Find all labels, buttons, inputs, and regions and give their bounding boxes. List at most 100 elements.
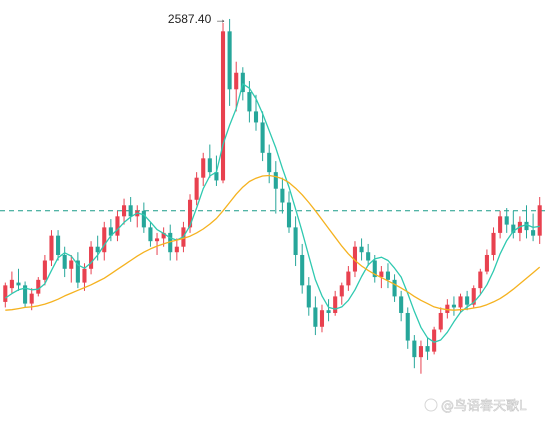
candle-body — [42, 260, 47, 280]
high-price-label: 2587.40 → — [168, 12, 227, 26]
candle-body — [478, 271, 483, 289]
candle-body — [359, 246, 364, 253]
candle — [300, 243, 305, 294]
candle-body — [445, 304, 450, 313]
candle — [280, 177, 285, 214]
candle-body — [161, 232, 166, 239]
candle — [478, 268, 483, 294]
candle-body — [49, 235, 54, 261]
candle — [16, 268, 21, 291]
candle-body — [405, 312, 410, 341]
candle-body — [313, 307, 318, 327]
candle — [366, 243, 371, 267]
candle-body — [154, 238, 160, 242]
candle — [253, 94, 259, 131]
candle — [135, 205, 140, 228]
candle-body — [220, 31, 226, 181]
candle — [537, 197, 542, 244]
candle-body — [326, 310, 331, 313]
candle — [491, 227, 496, 261]
candle — [484, 249, 489, 275]
candle — [69, 254, 74, 283]
label-layer: 2587.40 → — [168, 12, 227, 26]
candle — [517, 216, 522, 242]
candle-body — [194, 177, 199, 200]
candle — [392, 274, 397, 302]
candle-body — [379, 271, 384, 278]
candle — [122, 198, 127, 225]
moving-average-layer — [4, 83, 541, 343]
candle-body — [16, 282, 21, 286]
candle-body — [458, 296, 463, 308]
candle-body — [82, 268, 87, 283]
candle-body — [260, 122, 265, 153]
candle-body — [319, 310, 325, 327]
candle — [260, 111, 265, 162]
candle-body — [498, 216, 503, 233]
candle-body — [504, 216, 509, 225]
candle — [425, 337, 430, 360]
candle-body — [432, 329, 437, 352]
candle-body — [207, 158, 212, 173]
candle — [418, 340, 423, 374]
candle — [207, 144, 212, 178]
candle-body — [36, 279, 41, 294]
candle-body — [418, 346, 423, 358]
candle — [102, 221, 107, 261]
candle-body — [23, 285, 28, 304]
candle — [108, 219, 113, 242]
candle-body — [247, 92, 252, 112]
candle-body — [201, 158, 206, 178]
candle-body — [62, 254, 67, 269]
candle — [220, 23, 226, 184]
candle-body — [471, 288, 476, 305]
candle-body — [3, 285, 8, 302]
candle — [49, 230, 54, 267]
candle-body — [214, 172, 219, 181]
candle — [451, 296, 456, 316]
candles-layer — [3, 18, 542, 374]
candle-body — [240, 72, 245, 93]
candle — [148, 221, 153, 247]
candle — [194, 172, 199, 206]
candle — [89, 241, 94, 275]
candle — [498, 210, 503, 239]
candle — [36, 277, 41, 297]
candle — [412, 335, 417, 369]
ma-long-line — [5, 174, 541, 311]
candle-body — [187, 199, 193, 228]
candle — [3, 282, 8, 308]
candle-body — [412, 340, 417, 358]
watermark-text: @鸟语春天歌L — [441, 398, 527, 414]
candle — [346, 266, 351, 291]
candle — [511, 210, 516, 239]
candle — [306, 277, 311, 316]
candle-body — [491, 232, 496, 255]
candle — [115, 210, 120, 242]
candle-body — [451, 304, 456, 308]
candle — [359, 238, 364, 261]
candle — [267, 144, 272, 184]
candle-body — [300, 254, 305, 286]
candle-body — [9, 279, 14, 289]
candle-body — [531, 230, 536, 236]
candle-body — [352, 246, 358, 272]
candle — [141, 202, 146, 233]
candle-body — [56, 235, 61, 255]
candle — [234, 61, 239, 112]
candle — [23, 281, 28, 308]
candle — [471, 285, 476, 308]
candle — [432, 326, 437, 355]
candle — [95, 235, 100, 261]
candle-body — [234, 72, 239, 90]
candle — [524, 205, 529, 239]
candle-body — [29, 293, 34, 304]
candle — [445, 299, 450, 319]
candle — [75, 252, 80, 289]
candle-body — [115, 216, 120, 236]
candle-body — [89, 246, 94, 269]
candle — [174, 238, 179, 261]
ma-short-line — [4, 83, 540, 343]
candle-body — [511, 224, 516, 233]
